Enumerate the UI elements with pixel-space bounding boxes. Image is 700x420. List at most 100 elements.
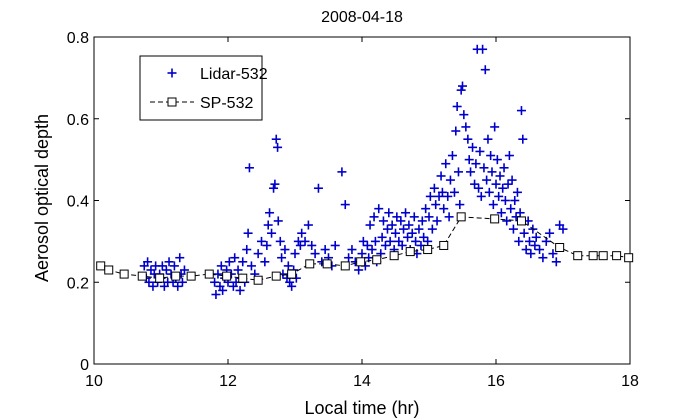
lidar-point (374, 204, 384, 214)
lidar-point (164, 257, 174, 267)
lidar-point (263, 220, 273, 230)
lidar-point (470, 179, 480, 189)
lidar-point (518, 134, 528, 144)
lidar-point (495, 171, 505, 181)
lidar-point (173, 281, 183, 291)
lidar-point (478, 44, 488, 54)
lidar-point (230, 253, 240, 263)
lidar-point (425, 191, 435, 201)
lidar-point (387, 220, 397, 230)
lidar-point (285, 277, 295, 287)
lidar-point (456, 85, 466, 95)
lidar-point (417, 216, 427, 226)
lidar-point (521, 245, 531, 255)
lidar-point (313, 183, 323, 193)
lidar-point (514, 236, 524, 246)
lidar-point (516, 106, 526, 116)
lidar-point (320, 245, 330, 255)
sp-point (356, 257, 366, 267)
lidar-point (275, 236, 285, 246)
sp-point (490, 214, 500, 224)
lidar-point (443, 191, 453, 201)
lidar-point (490, 122, 500, 132)
lidar-point (161, 265, 171, 275)
lidar-point (452, 101, 462, 111)
lidar-point (385, 236, 395, 246)
lidar-point (421, 204, 431, 214)
lidar-point (246, 261, 256, 271)
lidar-point (273, 142, 283, 152)
lidar-point (277, 253, 287, 263)
lidar-point (290, 249, 300, 259)
lidar-point (144, 277, 154, 287)
lidar-point (496, 208, 506, 218)
lidar-point (253, 249, 263, 259)
legend: Lidar-532 SP-532 (139, 55, 268, 121)
lidar-point (283, 261, 293, 271)
x-tick-label: 18 (621, 373, 639, 390)
axis-ticks: 10 12 14 16 18 0 0.2 0.4 0.6 0.8 (67, 30, 639, 390)
lidar-point (508, 224, 518, 234)
lidar-point (257, 236, 266, 246)
lidar-point (538, 253, 548, 263)
lidar-point (362, 240, 372, 250)
lidar-point (414, 224, 424, 234)
lidar-point (396, 216, 406, 226)
lidar-point (378, 216, 388, 226)
lidar-point (427, 224, 437, 234)
lidar-point (510, 196, 520, 205)
lidar-point (370, 236, 380, 246)
data-marks (96, 44, 634, 300)
lidar-point (303, 220, 313, 230)
lidar-point (482, 175, 492, 185)
sp-point (516, 216, 526, 226)
lidar-point (265, 208, 275, 218)
y-tick-label: 0 (80, 357, 89, 374)
lidar-point (384, 208, 394, 218)
lidar-point (404, 220, 414, 230)
lidar-point (271, 134, 281, 144)
lidar-point (179, 265, 189, 275)
lidar-point (447, 151, 457, 161)
lidar-point (436, 171, 446, 181)
lidar-point (458, 81, 467, 91)
lidar-point (503, 179, 513, 189)
lidar-point (512, 187, 522, 197)
lidar-point (445, 175, 455, 185)
lidar-point (403, 232, 413, 242)
y-tick-label: 0.6 (67, 112, 89, 129)
lidar-point (380, 240, 390, 250)
lidar-point (506, 204, 516, 214)
lidar-point (401, 208, 411, 218)
lidar-point (397, 240, 407, 250)
lidar-point (558, 224, 568, 234)
legend-label: Lidar-532 (200, 66, 268, 83)
lidar-point (474, 183, 484, 193)
sp-point (588, 251, 598, 261)
lidar-point (432, 216, 442, 226)
sp-point (439, 240, 449, 250)
lidar-point (367, 245, 377, 255)
lidar-point (295, 240, 305, 250)
lidar-point (358, 236, 368, 246)
sp-point (340, 261, 350, 271)
lidar-point (399, 224, 409, 234)
lidar-point (347, 245, 357, 255)
lidar-point (424, 212, 434, 222)
lidar-point (499, 163, 509, 173)
lidar-point (451, 126, 461, 136)
lidar-point (488, 200, 498, 210)
lidar-point (461, 122, 471, 132)
lidar-point (357, 249, 367, 259)
x-tick-label: 14 (353, 373, 371, 390)
lidar-point (494, 191, 504, 201)
lidar-point (287, 281, 297, 291)
lidar-point (392, 212, 402, 222)
lidar-point (463, 134, 473, 144)
sp-point (238, 273, 248, 283)
lidar-point (480, 65, 490, 75)
lidar-point (157, 261, 167, 271)
lidar-point (218, 285, 228, 295)
lidar-point (531, 232, 541, 242)
